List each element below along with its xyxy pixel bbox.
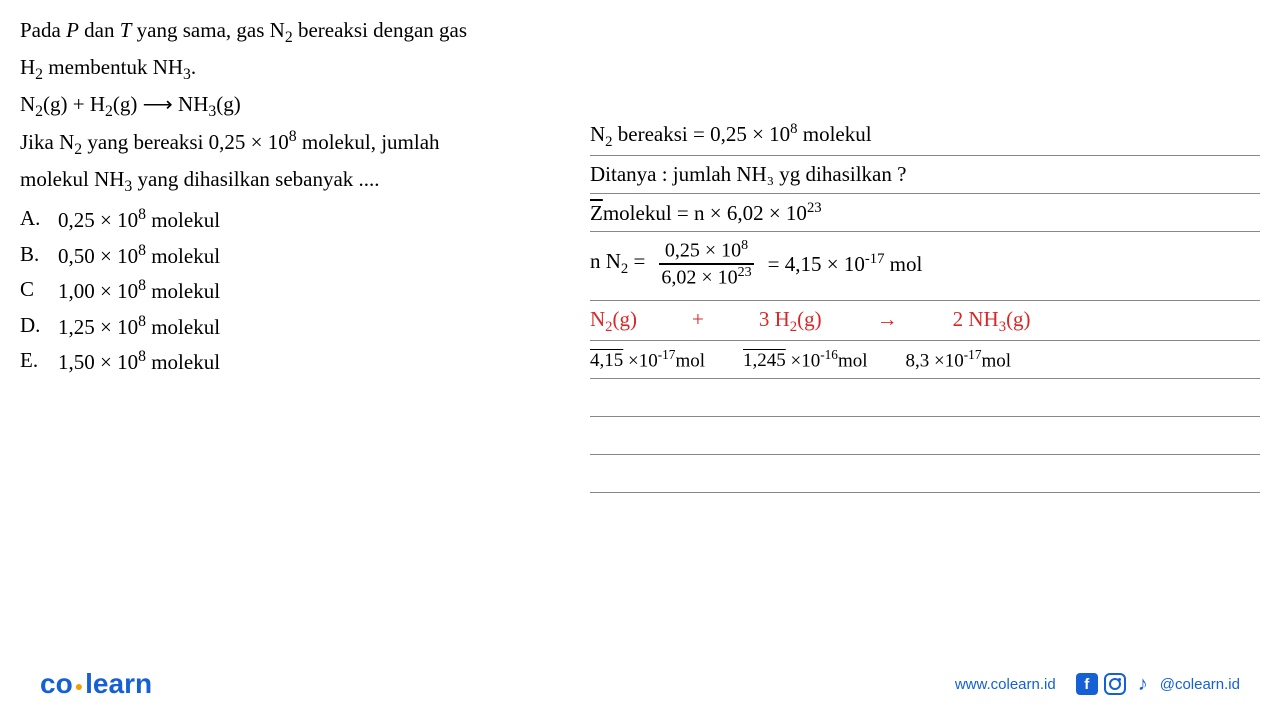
social-handle: @colearn.id (1160, 676, 1240, 693)
website-url[interactable]: www.colearn.id (955, 676, 1056, 693)
question-line-1: Pada P dan T yang sama, gas N2 bereaksi … (20, 15, 560, 50)
question-equation: N2(g) + H2(g) ⟶ NH3(g) (20, 89, 560, 124)
tiktok-icon[interactable]: ♪ (1132, 673, 1154, 695)
option-b: B. 0,50 × 108 molekul (20, 239, 560, 273)
hw-line-empty-1 (590, 379, 1260, 417)
handwriting-panel: N2 bereaksi = 0,25 × 108 molekul Ditanya… (560, 15, 1260, 493)
footer-right: www.colearn.id f ♪ @colearn.id (955, 673, 1240, 695)
facebook-icon[interactable]: f (1076, 673, 1098, 695)
option-d: D. 1,25 × 108 molekul (20, 310, 560, 344)
question-line-2: H2 membentuk NH3. (20, 52, 560, 87)
option-e: E. 1,50 × 108 molekul (20, 345, 560, 379)
options-list: A. 0,25 × 108 molekul B. 0,50 × 108 mole… (20, 203, 560, 379)
option-a: A. 0,25 × 108 molekul (20, 203, 560, 237)
hw-line-6: 4,15 ×10-17mol 1,245 ×10-16mol 8,3 ×10-1… (590, 341, 1260, 379)
hw-line-empty-3 (590, 455, 1260, 493)
footer: co●learn www.colearn.id f ♪ @colearn.id (0, 668, 1280, 700)
question-line-5: molekul NH3 yang dihasilkan sebanyak ...… (20, 164, 560, 199)
hw-line-4: n N2 = 0,25 × 108 6,02 × 1023 = 4,15 × 1… (590, 232, 1260, 300)
instagram-icon[interactable] (1104, 673, 1126, 695)
option-c: C 1,00 × 108 molekul (20, 274, 560, 308)
hw-line-5: N2(g) + 3 H2(g) → 2 NH3(g) (590, 301, 1260, 341)
logo: co●learn (40, 668, 152, 700)
hw-line-empty-2 (590, 417, 1260, 455)
question-panel: Pada P dan T yang sama, gas N2 bereaksi … (20, 15, 560, 493)
hw-line-2: Ditanya : jumlah NH₃ yg dihasilkan ? (590, 156, 1260, 194)
question-line-4: Jika N2 yang bereaksi 0,25 × 108 molekul… (20, 125, 560, 162)
hw-line-1: N2 bereaksi = 0,25 × 108 molekul (590, 115, 1260, 156)
hw-line-3: Zmolekul = n × 6,02 × 1023 (590, 194, 1260, 232)
